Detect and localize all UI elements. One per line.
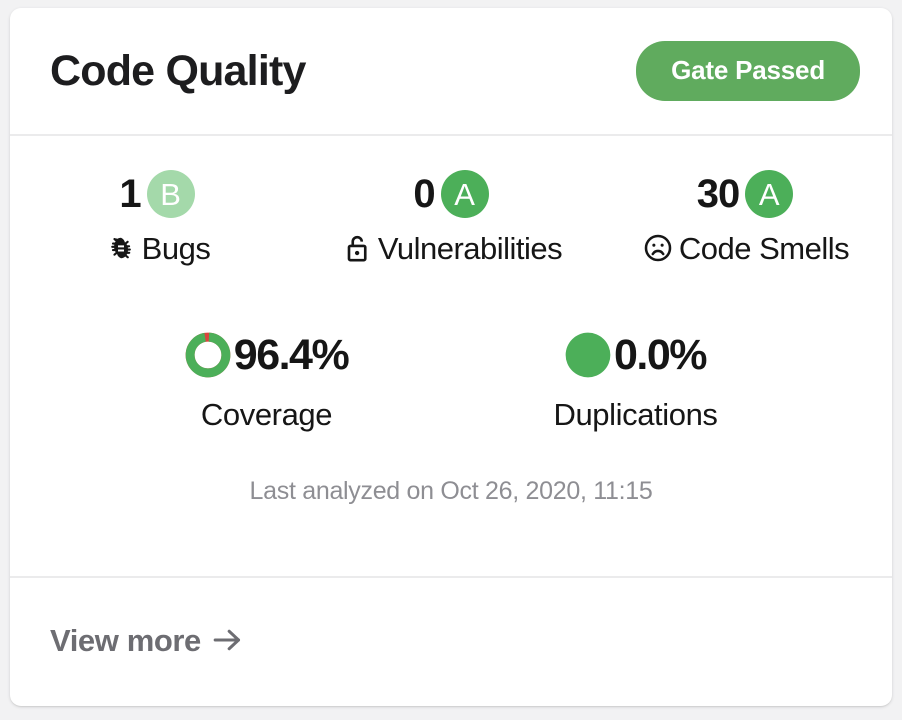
metric-code-smells-value-group: 30 A <box>697 168 794 220</box>
metric-bugs[interactable]: 1 B Bugs <box>10 168 304 265</box>
metric-bugs-value-group: 1 B <box>119 168 195 220</box>
metric-code-smells-value: 30 <box>696 172 740 216</box>
metric-duplications-value: 0.0% <box>613 330 708 379</box>
open-padlock-icon <box>340 231 374 265</box>
code-quality-card: Code Quality Gate Passed 1 B Bugs <box>10 8 892 706</box>
metric-vulnerabilities-value: 0 <box>413 172 435 216</box>
issue-metrics-row: 1 B Bugs 0 A <box>10 168 892 265</box>
metric-code-smells[interactable]: 30 A Code Smells <box>598 168 892 265</box>
metric-coverage-label: Coverage <box>200 397 333 432</box>
metric-duplications-label: Duplications <box>553 397 718 432</box>
metric-duplications[interactable]: 0.0% Duplications <box>451 327 820 430</box>
metric-bugs-label: Bugs <box>141 230 211 266</box>
metric-vulnerabilities-value-group: 0 A <box>413 168 489 220</box>
metric-vulnerabilities[interactable]: 0 A Vulnerabilities <box>304 168 598 265</box>
metric-bugs-rating-badge: B <box>146 170 195 218</box>
metric-code-smells-rating-badge: A <box>745 170 794 218</box>
metric-coverage-value-group: 96.4% <box>185 327 350 383</box>
metric-vulnerabilities-label-group: Vulnerabilities <box>340 230 563 266</box>
status-badge-gate[interactable]: Gate Passed <box>636 41 860 101</box>
last-analyzed-text: Last analyzed on Oct 26, 2020, 11:15 <box>249 477 653 505</box>
metric-bugs-label-group: Bugs <box>104 231 211 265</box>
metric-bugs-value: 1 <box>119 172 141 216</box>
bug-icon <box>104 231 138 265</box>
coverage-donut-icon <box>185 332 231 378</box>
metric-vulnerabilities-label: Vulnerabilities <box>377 230 563 266</box>
card-header: Code Quality Gate Passed <box>10 8 892 136</box>
page-title: Code Quality <box>50 46 306 95</box>
metric-code-smells-label: Code Smells <box>678 230 850 266</box>
card-footer: View more <box>10 578 892 702</box>
metric-code-smells-label-group: Code Smells <box>641 230 850 266</box>
view-more-label: View more <box>50 622 201 658</box>
percent-metrics-row: 96.4% Coverage 0.0% Duplications <box>10 327 892 430</box>
view-more-link[interactable]: View more <box>50 625 245 656</box>
duplications-circle-icon <box>565 332 611 378</box>
metric-coverage[interactable]: 96.4% Coverage <box>82 327 451 430</box>
arrow-right-icon <box>211 626 245 654</box>
metric-duplications-value-group: 0.0% <box>565 327 708 383</box>
card-body: 1 B Bugs 0 A <box>10 136 892 578</box>
metric-coverage-value: 96.4% <box>233 330 350 379</box>
frowning-face-icon <box>641 231 675 265</box>
metric-vulnerabilities-rating-badge: A <box>440 170 489 218</box>
